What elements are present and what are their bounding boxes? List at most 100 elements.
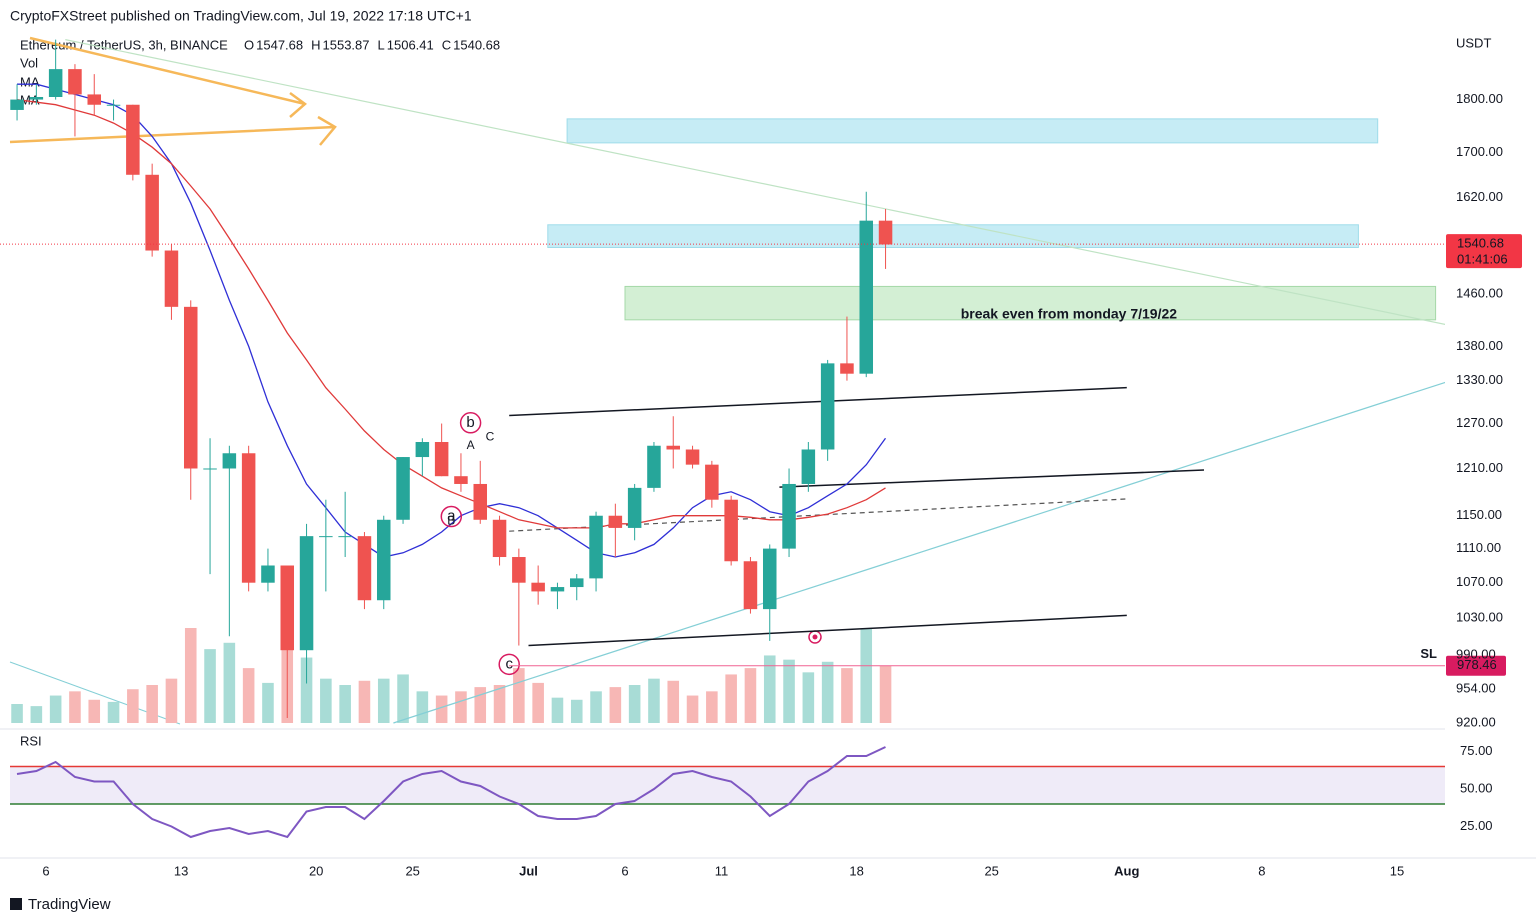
candle-body [203, 468, 217, 470]
indicator: MA [20, 92, 40, 107]
candle-body [338, 536, 352, 538]
candle-body [434, 442, 449, 477]
volume-bar [628, 685, 641, 723]
y-tick-label: 1270.00 [1456, 415, 1503, 430]
candle-body [164, 250, 179, 307]
zone [566, 118, 1379, 144]
y-tick-label: 990.00 [1456, 646, 1496, 661]
y-tick-label: 1070.00 [1456, 574, 1503, 589]
trendline [65, 39, 1445, 325]
volume-bar [30, 706, 43, 723]
candle-body [473, 483, 488, 520]
candle-body [782, 483, 796, 549]
y-tick-label: 920.00 [1456, 714, 1496, 729]
volume-bar [821, 661, 834, 723]
ohlc-value: 1540.68 [453, 37, 500, 52]
volume-bar [841, 668, 853, 723]
x-tick-label: 6 [621, 863, 628, 878]
rsi-tick-label: 50.00 [1460, 780, 1493, 795]
zone-label: break even from monday 7/19/22 [961, 305, 1178, 321]
volume-bar [300, 657, 313, 723]
candle-body [241, 453, 256, 583]
volume-bar [165, 678, 178, 723]
volume-bar [763, 655, 776, 723]
x-tick-label: 20 [309, 863, 323, 878]
x-tick-label: 25 [984, 863, 998, 878]
ohlc-value: 1506.41 [387, 37, 434, 52]
candle-body [801, 449, 816, 484]
candle-body [454, 476, 468, 484]
volume-bar [667, 680, 680, 723]
volume-bar [49, 695, 62, 723]
ohlc-label: H [311, 37, 320, 52]
candle-body [261, 565, 275, 583]
y-tick-label: 1030.00 [1456, 610, 1503, 625]
volume-bar [339, 685, 351, 723]
x-tick-label: 8 [1258, 863, 1265, 878]
arrow-drawing [9, 36, 337, 146]
stop-loss-value: 978.46 [1457, 657, 1497, 672]
volume-bar [377, 678, 390, 723]
candle-body [705, 464, 719, 500]
candle-body [48, 69, 63, 97]
candle-body [531, 582, 545, 592]
candle-body [222, 453, 237, 469]
volume-bar [802, 672, 815, 723]
rsi-band [10, 766, 1445, 804]
volume-bar [397, 674, 409, 723]
volume-bar [609, 687, 622, 723]
y-tick-label: 1150.00 [1456, 507, 1502, 522]
candle-body [569, 578, 584, 588]
x-tick-label: 18 [849, 863, 863, 878]
volume-bar [706, 691, 718, 723]
x-tick-label: 13 [174, 863, 188, 878]
candle-body [762, 548, 777, 610]
volume-bar [455, 691, 467, 723]
volume-bar [416, 691, 429, 723]
candle-body [666, 445, 681, 450]
trendline [509, 386, 1127, 417]
candle-body [10, 99, 24, 110]
volume-bar [127, 689, 139, 723]
volume-bar [262, 682, 274, 723]
ohlc-label: O [244, 37, 254, 52]
candle-body [145, 174, 159, 251]
volume-bar [686, 695, 699, 723]
wave-circle [498, 653, 520, 676]
volume-bar [223, 642, 236, 723]
stop-loss-box [1446, 655, 1506, 676]
volume-bar [184, 628, 197, 723]
volume-bar [570, 699, 583, 723]
candle-body [820, 363, 835, 450]
candle-body [183, 306, 198, 469]
volume-bar [783, 659, 795, 723]
wave-circle [440, 505, 463, 528]
x-tick-label: 25 [405, 863, 419, 878]
indicator: Vol [20, 55, 38, 70]
footer: TradingView [28, 896, 111, 913]
y-tick-label: 954.00 [1456, 681, 1496, 696]
volume-bar [146, 685, 158, 723]
x-tick-label: 6 [42, 863, 49, 878]
candle-body [512, 557, 526, 583]
wave-label: c [505, 655, 513, 672]
candle-body [647, 445, 661, 488]
zone [624, 285, 1437, 321]
candle-body [627, 487, 642, 528]
x-tick-label: 11 [715, 863, 729, 878]
volume-bar [648, 678, 660, 723]
candle-body [68, 69, 82, 95]
y-tick-label: 1210.00 [1456, 460, 1503, 475]
ma-line [17, 83, 887, 558]
volume-bar [107, 701, 120, 723]
last-price-box [1446, 234, 1522, 269]
volume-bar [204, 649, 216, 723]
volume-bar [69, 691, 81, 723]
logo [10, 898, 22, 910]
volume-bar [551, 697, 564, 723]
candle-body [685, 449, 700, 465]
candle-body [29, 96, 44, 100]
